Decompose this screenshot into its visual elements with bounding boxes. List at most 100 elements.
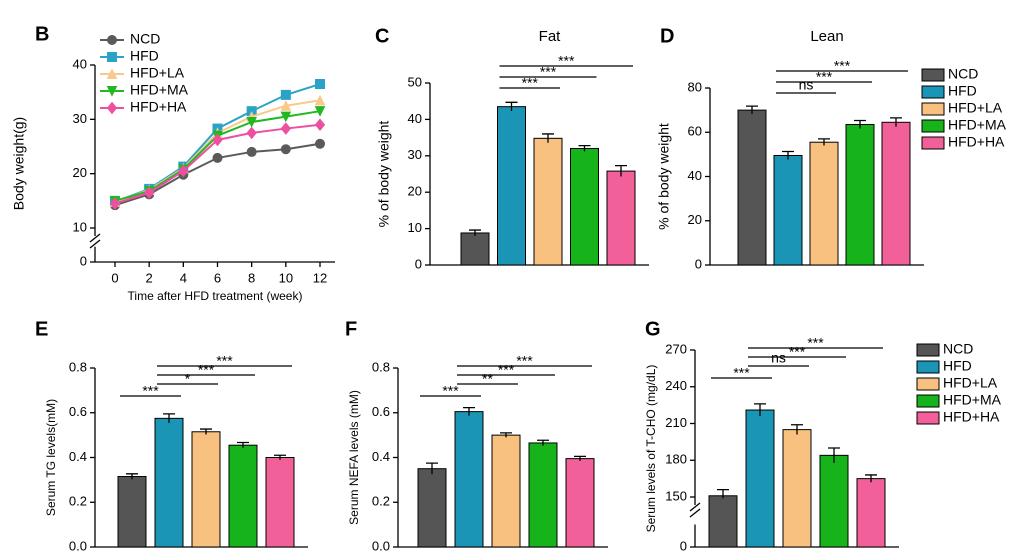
x-tick-label: 12 xyxy=(313,270,327,285)
bar xyxy=(881,121,911,266)
y-tick-label: 0 xyxy=(80,253,87,268)
y-tick-label: 10 xyxy=(73,219,87,234)
y-tick-label: 60 xyxy=(688,124,702,139)
panel-label: D xyxy=(660,25,674,47)
axis-break xyxy=(89,239,101,249)
marker xyxy=(109,197,121,210)
legend-swatch xyxy=(921,102,945,116)
marker xyxy=(212,133,223,147)
legend-label: HFD xyxy=(943,358,972,374)
error-bar xyxy=(542,133,554,143)
y-tick-label: 0.2 xyxy=(372,494,390,509)
bar xyxy=(154,417,184,548)
bar xyxy=(417,468,447,548)
bar xyxy=(528,442,558,548)
significance-label: *** xyxy=(807,335,824,351)
bar xyxy=(228,444,258,548)
bar xyxy=(497,106,526,266)
y-tick-label: 0 xyxy=(695,256,702,271)
significance-label: ** xyxy=(482,371,493,387)
marker xyxy=(280,89,291,100)
legend-swatch xyxy=(921,85,945,99)
error-bar xyxy=(791,424,803,435)
legend-label: HFD xyxy=(948,83,977,99)
legend-marker xyxy=(106,86,118,97)
bar xyxy=(773,154,803,266)
bar xyxy=(606,170,636,266)
legend-swatch xyxy=(921,119,945,133)
bar xyxy=(782,429,812,548)
significance-label: *** xyxy=(540,64,557,80)
legend-swatch xyxy=(921,68,945,82)
legend-label: HFD+MA xyxy=(948,117,1007,133)
significance-label: *** xyxy=(442,383,459,399)
y-axis-label: % of body weight xyxy=(376,121,392,228)
y-tick-label: 50 xyxy=(408,74,422,89)
legend-marker xyxy=(106,68,118,79)
bar xyxy=(191,431,221,548)
error-bar xyxy=(163,413,175,423)
error-bar xyxy=(615,164,627,177)
y-tick-label: 80 xyxy=(688,79,702,94)
y-tick-label: 20 xyxy=(408,184,422,199)
legend-swatch xyxy=(916,343,940,357)
x-tick-label: 8 xyxy=(248,270,255,285)
bar xyxy=(265,457,295,548)
bar xyxy=(737,109,767,266)
panel-label: B xyxy=(35,23,49,45)
bar xyxy=(565,458,595,548)
significance-label: *** xyxy=(516,353,533,369)
legend-label: HFD+MA xyxy=(130,82,189,98)
error-bar xyxy=(274,454,286,460)
significance-label: *** xyxy=(834,58,851,74)
y-tick-label: 10 xyxy=(408,220,422,235)
axis-break xyxy=(689,508,701,518)
legend-marker xyxy=(107,35,117,45)
marker xyxy=(178,164,189,178)
legend-label: HFD+MA xyxy=(943,392,1002,408)
y-tick-label: 0.2 xyxy=(69,494,87,509)
x-axis-label: Time after HFD treatment (week) xyxy=(128,289,303,303)
bar xyxy=(856,478,886,548)
bar xyxy=(533,137,563,266)
panel-label: G xyxy=(645,318,661,340)
bar xyxy=(845,124,875,266)
y-tick-label: 0.6 xyxy=(372,404,390,419)
y-tick-label: 240 xyxy=(665,378,687,393)
marker xyxy=(246,146,257,157)
legend-swatch xyxy=(921,136,945,150)
error-bar xyxy=(237,441,249,448)
error-bar xyxy=(854,119,866,129)
significance-label: * xyxy=(185,371,191,387)
y-axis-label: Serum NEFA levels (mM) xyxy=(347,390,361,525)
x-tick-label: 6 xyxy=(214,270,221,285)
y-tick-label: 0 xyxy=(680,538,687,553)
error-bar xyxy=(537,439,549,446)
error-bar xyxy=(754,403,766,417)
error-bar xyxy=(200,428,212,435)
legend-swatch xyxy=(916,394,940,408)
y-tick-label: 270 xyxy=(665,341,687,356)
y-tick-label: 180 xyxy=(665,452,687,467)
bar xyxy=(460,232,490,266)
error-bar xyxy=(818,138,830,146)
legend-label: HFD+LA xyxy=(948,100,1003,116)
y-tick-label: 210 xyxy=(665,415,687,430)
legend-label: HFD+LA xyxy=(943,375,998,391)
y-tick-label: 0.6 xyxy=(69,404,87,419)
y-tick-label: 0 xyxy=(415,256,422,271)
significance-label: ns xyxy=(799,77,814,93)
y-axis-label: Body weight(g) xyxy=(11,117,27,210)
y-axis-label: Serum TG levels(mM) xyxy=(44,399,58,516)
panel-label: E xyxy=(35,318,48,340)
bar xyxy=(809,141,839,266)
x-tick-label: 10 xyxy=(279,270,293,285)
legend-swatch xyxy=(916,377,940,391)
marker xyxy=(314,106,326,117)
legend-label: HFD+HA xyxy=(948,134,1005,150)
x-tick-label: 0 xyxy=(111,270,118,285)
bar xyxy=(745,409,775,548)
y-tick-label: 40 xyxy=(73,56,87,71)
significance-label: ns xyxy=(771,350,786,366)
y-tick-label: 150 xyxy=(665,488,687,503)
